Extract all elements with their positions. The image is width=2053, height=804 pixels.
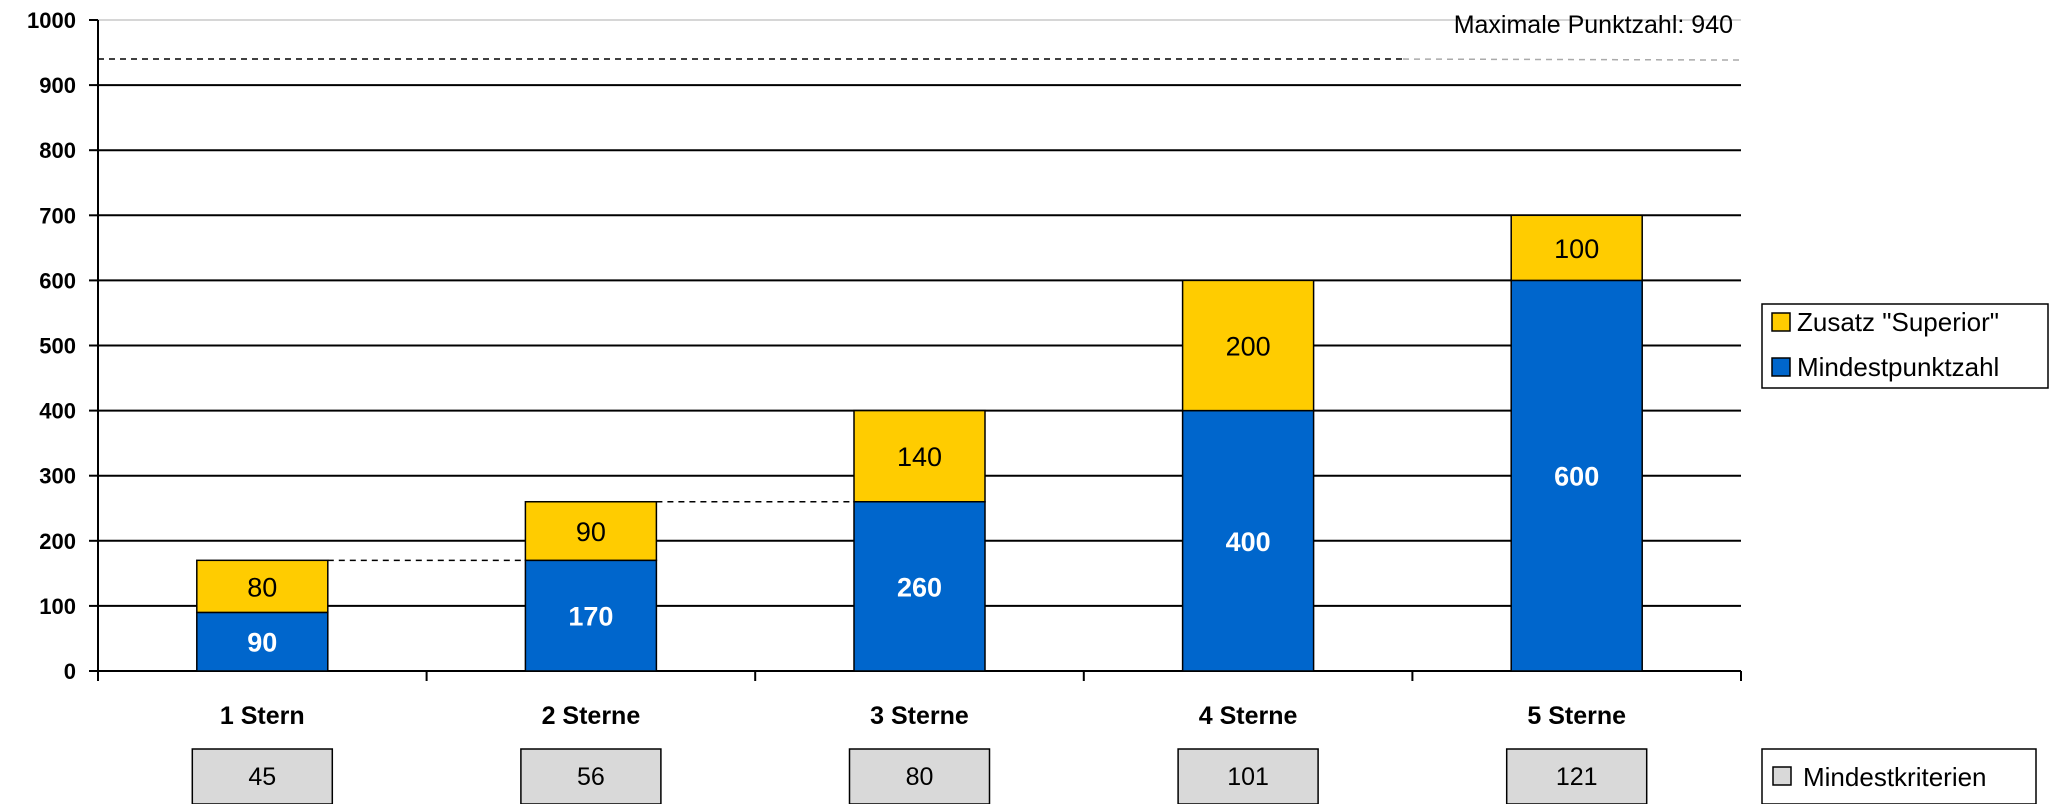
mindestkriterien-value: 45 [248,763,276,791]
x-axis-tick-marks [97,671,1742,681]
bar-superior [1181,279,1315,412]
bar-mindestpunktzahl [196,611,329,672]
legend-swatch [1771,312,1791,332]
y-axis-ticks: 0 100 200 300 400 500 600 700 800 900 1000 [27,8,98,684]
mindestkriterien-box [848,748,991,804]
mindestkriterien-value: 121 [1556,763,1598,791]
data-label-superior: 200 [1226,332,1271,362]
mindestkriterien-value: 101 [1227,763,1269,791]
legend-entry: Mindestpunktzahl [1797,352,1999,382]
legend-entry: Zusatz "Superior" [1797,307,1999,337]
max-line-end [1402,58,1742,61]
gridlines [98,19,1741,607]
bar-superior [196,559,329,614]
bar-mindestpunktzahl [524,559,658,672]
bar-mindestpunktzahl [1181,409,1315,672]
legend-entry-mindestkriterien: Mindestkriterien [1803,762,1987,792]
mindestkriterien-box [1505,748,1648,804]
x-axis-labels: 1 Stern 2 Sterne 3 Sterne 4 Sterne 5 Sterne [220,702,1626,730]
mindestkriterien-box [520,748,662,804]
data-label-mindestpunktzahl: 170 [568,602,613,632]
legend-box-mindestkriterien [1761,748,2037,804]
y-tick-label: 700 [39,203,76,228]
x-category-label: 2 Sterne [542,702,641,730]
x-category-label: 5 Sterne [1527,702,1626,730]
y-tick-label: 900 [39,73,76,98]
reference-line-max: Maximale Punktzahl: 940 [98,11,1742,61]
mindestkriterien-boxes: 45 56 80 101 121 [191,748,1648,804]
bar-superior [1510,214,1643,282]
bars: 90 80 170 90 260 140 400 200 600 100 [196,214,1643,672]
y-tick-label: 400 [39,399,76,424]
data-label-superior: 80 [247,572,277,602]
data-label-superior: 90 [576,517,606,547]
y-tick-label: 300 [39,464,76,489]
y-tick-label: 500 [39,334,76,359]
data-label-mindestpunktzahl: 260 [897,572,942,602]
data-label-mindestpunktzahl: 400 [1226,527,1271,557]
bar-superior [853,409,986,503]
mindestkriterien-value: 56 [577,763,605,791]
y-tick-label: 600 [39,268,76,293]
y-tick-label: 200 [39,529,76,554]
x-category-label: 1 Stern [220,702,305,730]
legend-box [1761,303,2049,389]
data-label-superior: 140 [897,442,942,472]
x-category-label: 3 Sterne [870,702,969,730]
mindestkriterien-box [1177,748,1319,804]
max-label: Maximale Punktzahl: 940 [1454,11,1733,39]
data-label-mindestpunktzahl: 90 [247,628,277,658]
data-label-mindestpunktzahl: 600 [1554,462,1599,492]
y-tick-label: 1000 [27,8,76,33]
legend-swatch [1771,357,1791,377]
bar-mindestpunktzahl [853,500,986,672]
mindestkriterien-value: 80 [906,763,934,791]
y-tick-label: 0 [64,659,76,684]
legend-swatch-mindestkriterien [1772,766,1792,786]
x-category-label: 4 Sterne [1199,702,1298,730]
y-tick-label: 800 [39,138,76,163]
y-tick-label: 100 [39,594,76,619]
bar-superior [524,500,658,562]
legend[interactable]: Zusatz "Superior" Mindestpunktzahl Mindest… [1761,303,2049,804]
mindestkriterien-box [191,748,334,804]
data-label-superior: 100 [1554,234,1599,264]
bar-mindestpunktzahl [1510,279,1643,672]
